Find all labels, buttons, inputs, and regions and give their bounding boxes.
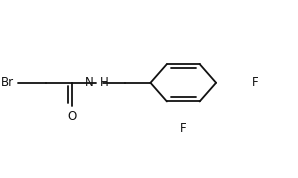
- Text: N: N: [85, 76, 94, 89]
- Text: O: O: [67, 110, 76, 123]
- Text: Br: Br: [1, 76, 14, 89]
- Text: F: F: [252, 76, 258, 89]
- Text: F: F: [180, 122, 187, 135]
- Text: H: H: [100, 76, 108, 89]
